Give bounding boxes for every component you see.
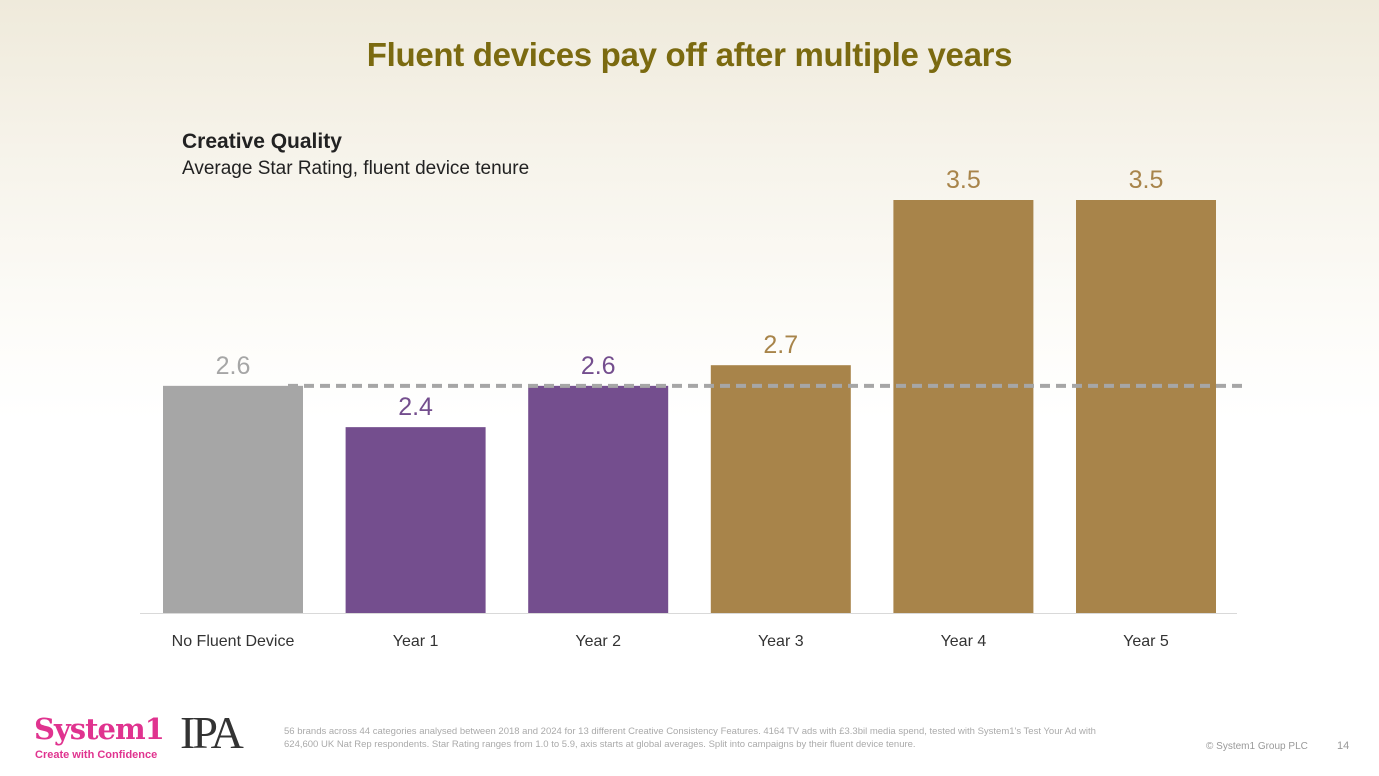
x-tick-label: Year 1 [393, 633, 439, 650]
page-number: 14 [1337, 740, 1350, 752]
chart-subtitle: Average Star Rating, fluent device tenur… [182, 158, 530, 179]
data-label: 2.4 [398, 393, 433, 421]
slide-title: Fluent devices pay off after multiple ye… [366, 36, 1013, 73]
bar [163, 385, 303, 613]
bar-chart: 2.6 No Fluent Device 2.4 Year 1 2.6 Year 2 2.7… [140, 166, 1242, 650]
x-tick-label: Year 2 [575, 633, 621, 650]
copyright: © System1 Group PLC [1206, 741, 1308, 752]
data-label: 2.6 [216, 352, 251, 380]
bar [710, 365, 851, 613]
x-tick-label: Year 4 [941, 633, 987, 650]
footnote: 56 brands across 44 categories analysed … [284, 726, 1096, 750]
x-tick-label: No Fluent Device [172, 633, 295, 650]
data-label: 2.7 [763, 331, 798, 359]
ipa-logo: IPA [180, 707, 244, 758]
chart-title: Creative Quality [182, 130, 342, 153]
data-label: 3.5 [1129, 166, 1164, 194]
bar [1076, 200, 1216, 613]
data-label: 2.6 [581, 352, 616, 380]
system1-logo: System1 [34, 712, 165, 746]
data-label: 3.5 [946, 166, 981, 194]
bar [893, 200, 1034, 613]
x-tick-label: Year 5 [1123, 633, 1169, 650]
system1-tagline: Create with Confidence [35, 749, 158, 761]
bar [528, 385, 669, 613]
bar [345, 427, 486, 613]
x-tick-label: Year 3 [758, 633, 804, 650]
